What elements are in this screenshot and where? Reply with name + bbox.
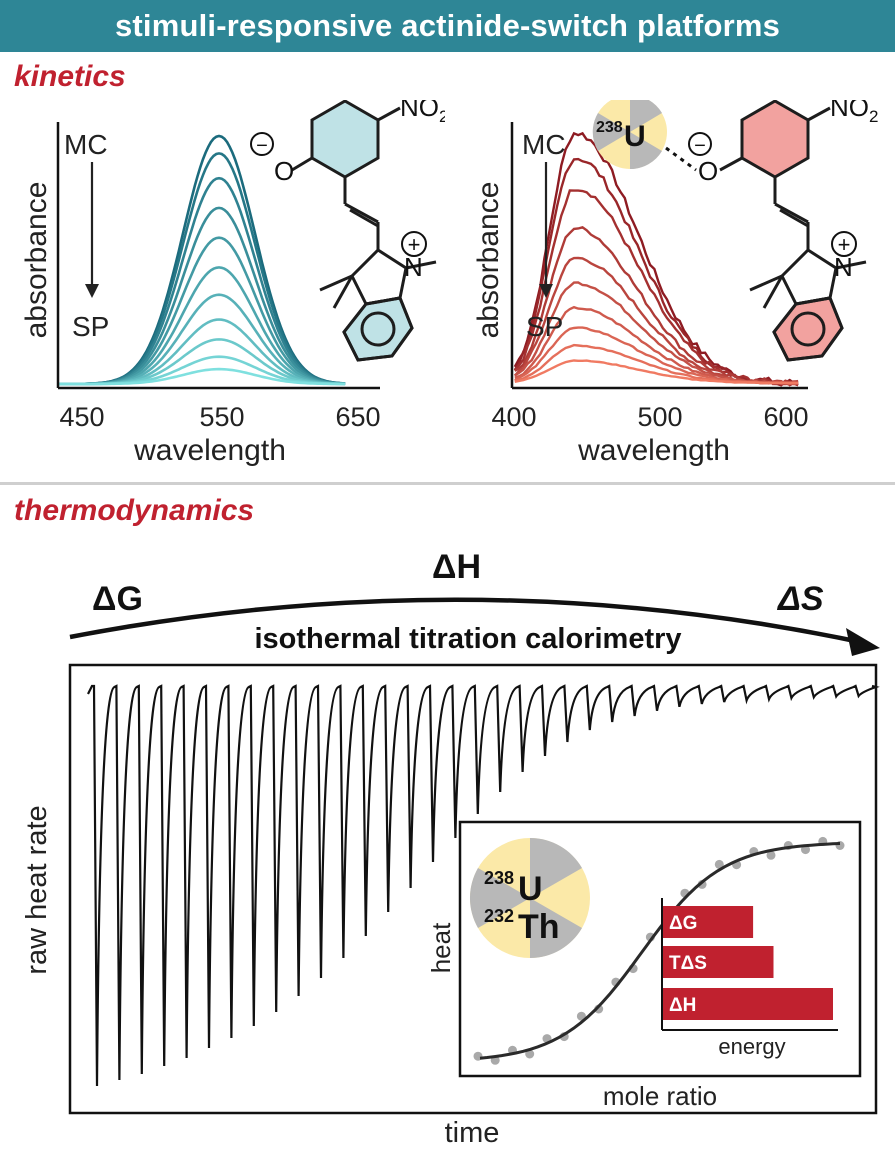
- badge-u-symbol: U: [518, 870, 543, 908]
- left-spectrum-2: [58, 152, 346, 386]
- left-plus-sign: +: [408, 232, 421, 257]
- right-arrow-head: [539, 284, 553, 298]
- right-sp-label: SP: [526, 311, 563, 342]
- itc-raw-trace: [87, 684, 880, 1087]
- banner-title: stimuli-responsive actinide-switch platf…: [0, 0, 895, 52]
- inset-fit-curve: [479, 842, 841, 1060]
- badge-th-symbol: Th: [518, 908, 560, 946]
- right-x-label: wavelength: [577, 434, 730, 467]
- right-mc-label: MC: [522, 129, 566, 160]
- energy-bar-chart: ΔG TΔS ΔH: [663, 906, 833, 1020]
- energy-bar-1: [663, 906, 754, 938]
- arc-dh: ΔH: [432, 548, 481, 586]
- right-oxygen-label: O: [698, 156, 718, 186]
- thermodynamics-label: thermodynamics: [14, 494, 255, 527]
- inset-y-label: heat: [426, 922, 456, 973]
- left-tick-450: 450: [59, 402, 104, 432]
- left-mc-label: MC: [64, 129, 108, 160]
- left-spectrum-4: [58, 206, 346, 386]
- inset-point: [714, 859, 724, 869]
- arc-ds: ΔS: [776, 580, 824, 618]
- right-tick-600: 600: [763, 402, 808, 432]
- left-nitrogen-label: N: [404, 252, 423, 282]
- left-no2-label: NO2: [400, 100, 445, 126]
- energy-bar-label-2: TΔS: [669, 953, 707, 974]
- left-molecule-labels: NO2 O − N +: [250, 100, 445, 282]
- right-y-label: absorbance: [472, 182, 505, 339]
- right-minus-sign: −: [694, 135, 706, 157]
- right-minus-charge: [688, 132, 712, 156]
- energy-bar-2: [663, 946, 774, 978]
- inset-point: [766, 850, 776, 860]
- left-tick-550: 550: [199, 402, 244, 432]
- thermodynamics-panel: ΔG ΔH ΔS isothermal titration calorimetr…: [21, 548, 880, 1149]
- section-divider: [0, 482, 895, 485]
- left-plus-charge: [401, 231, 427, 257]
- energy-arc-arrow-head: [846, 628, 880, 656]
- right-plus-charge: [831, 231, 857, 257]
- right-spectrum-10: [514, 359, 799, 385]
- kinetics-label: kinetics: [14, 60, 126, 93]
- right-plus-sign: +: [838, 232, 851, 257]
- left-spectrum-1: [58, 134, 346, 386]
- energy-bars-label: energy: [718, 1034, 785, 1059]
- right-merocyanine-molecule: [719, 100, 867, 362]
- left-minus-sign: −: [256, 135, 268, 157]
- right-spectra-group: [513, 131, 799, 387]
- left-minus-charge: [250, 132, 274, 156]
- energy-bar-label-1: ΔG: [669, 913, 697, 934]
- left-arrow-head: [85, 284, 99, 298]
- energy-bar-3: [663, 988, 833, 1020]
- right-nitrogen-label: N: [834, 252, 853, 282]
- left-spectra-group: [58, 134, 346, 386]
- arc-dg: ΔG: [92, 580, 143, 618]
- itc-x-label: time: [445, 1117, 500, 1149]
- right-absorbance-panel: 400 500 600 wavelength absorbance MC SP …: [472, 100, 878, 467]
- left-spectrum-11: [58, 367, 346, 386]
- right-tick-400: 400: [491, 402, 536, 432]
- right-no2-label: NO2: [830, 100, 878, 126]
- left-tick-650: 650: [335, 402, 380, 432]
- inset-point: [525, 1049, 535, 1059]
- badge-th-mass: 232: [484, 906, 514, 926]
- left-merocyanine-molecule: [291, 100, 437, 362]
- badge-u-mass: 238: [484, 868, 514, 888]
- energy-bar-label-3: ΔH: [669, 995, 696, 1016]
- uranium-mass: 238: [596, 119, 623, 136]
- left-y-label: absorbance: [20, 182, 53, 339]
- right-molecule-labels: NO2 O − N +: [688, 100, 878, 282]
- left-absorbance-panel: 450 550 650 wavelength absorbance MC SP: [20, 100, 445, 467]
- uranium-symbol: U: [624, 120, 646, 153]
- coordination-dashed-bond: [665, 146, 697, 172]
- right-spectrum-6: [514, 281, 799, 386]
- right-tick-500: 500: [637, 402, 682, 432]
- left-x-label: wavelength: [133, 434, 286, 467]
- actinide-badge: 238 U 232 Th: [469, 838, 590, 958]
- energy-arc-arrow: [69, 597, 861, 645]
- left-sp-label: SP: [72, 311, 109, 342]
- uranium-badge: 238 U: [592, 100, 667, 170]
- inset-x-label: mole ratio: [603, 1081, 717, 1111]
- left-oxygen-label: O: [274, 156, 294, 186]
- itc-y-label: raw heat rate: [21, 805, 53, 974]
- itc-title: isothermal titration calorimetry: [254, 623, 681, 655]
